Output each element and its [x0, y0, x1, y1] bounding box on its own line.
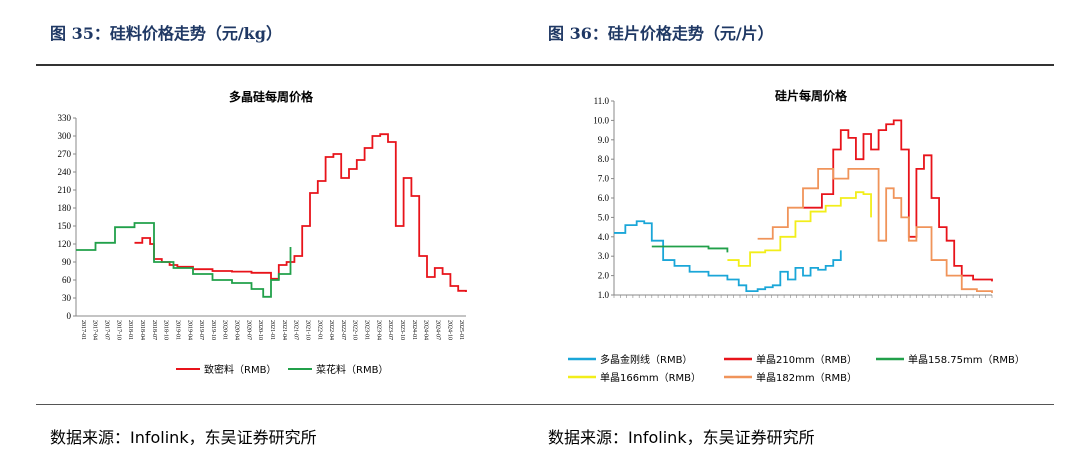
x-tick-label: 2018-10 — [163, 320, 169, 340]
x-tick-label: 2017-01 — [80, 320, 86, 340]
right-figure-title: 图 36：硅片价格走势（元/片） — [548, 24, 774, 43]
y-tick-label: 180 — [58, 203, 72, 213]
x-tick-label: 2018-01 — [127, 320, 133, 340]
legend-label: 单晶158.75mm（RMB） — [908, 354, 1025, 366]
y-tick-label: 270 — [58, 149, 72, 159]
series-line-0 — [134, 133, 467, 292]
x-tick-label: 2022-10 — [352, 320, 358, 340]
series-line-1 — [76, 222, 292, 298]
x-tick-label: 2017-07 — [104, 320, 110, 340]
x-tick-label: 2019-01 — [174, 320, 180, 340]
series-line-0 — [614, 220, 842, 293]
y-tick-label: 120 — [58, 239, 72, 249]
legend-label: 菜花料（RMB） — [316, 363, 388, 376]
x-tick-label: 2021-01 — [269, 320, 275, 340]
y-tick-label: 330 — [58, 113, 72, 123]
right-chart: 硅片每周价格 1.0 2.0 3.0 4.0 5.0 6.0 7.0 8.0 9.0 10.0 11.… — [568, 88, 1025, 384]
x-tick-label: 2022-07 — [340, 320, 346, 340]
x-tick-label: 2017-04 — [92, 320, 98, 340]
right-bottom-rule — [534, 404, 1054, 405]
x-tick-label: 2021-10 — [304, 320, 310, 340]
left-source-text: 数据来源：Infolink，东吴证券研究所 — [50, 428, 317, 447]
legend-label: 致密料（RMB） — [204, 363, 276, 376]
x-tick-label: 2020-04 — [234, 320, 240, 340]
x-tick-label: 2018-04 — [139, 320, 145, 340]
series-line-2 — [651, 245, 729, 253]
y-tick-label: 300 — [58, 131, 72, 141]
left-top-rule — [36, 64, 556, 66]
y-tick-label: 30 — [62, 293, 72, 303]
right-figure-panel: 图 36：硅片价格走势（元/片） 硅片每周价格 1.0 2.0 3.0 4.0 5.0 6.… — [534, 0, 1054, 456]
x-tick-label: 2023-10 — [399, 320, 405, 340]
y-tick-label: 1.0 — [598, 290, 610, 300]
y-tick-label: 6.0 — [598, 193, 610, 203]
y-tick-label: 11.0 — [594, 96, 610, 106]
x-tick-label: 2024-01 — [411, 320, 417, 340]
x-tick-label: 2024-07 — [434, 320, 440, 340]
y-tick-label: 8.0 — [598, 154, 610, 164]
y-tick-label: 0 — [67, 311, 72, 321]
x-tick-label: 2020-01 — [222, 320, 228, 340]
left-bottom-rule — [36, 404, 556, 405]
y-tick-label: 2.0 — [598, 271, 610, 281]
series-line-3 — [727, 191, 872, 267]
x-tick-label: 2020-10 — [257, 320, 263, 340]
y-tick-label: 10.0 — [593, 115, 609, 125]
y-tick-label: 150 — [58, 221, 72, 231]
legend-label: 单晶182mm（RMB） — [756, 372, 857, 384]
x-tick-label: 2020-07 — [245, 320, 251, 340]
x-tick-label: 2025-01 — [458, 320, 464, 340]
x-tick-label: 2017-10 — [115, 320, 121, 340]
right-source-text: 数据来源：Infolink，东吴证券研究所 — [548, 428, 815, 447]
y-tick-label: 7.0 — [598, 174, 610, 184]
x-tick-label: 2024-10 — [446, 320, 452, 340]
x-tick-label: 2021-07 — [293, 320, 299, 340]
x-tick-label: 2021-04 — [281, 320, 287, 340]
y-tick-label: 9.0 — [598, 135, 610, 145]
series-line-4 — [757, 168, 993, 294]
x-tick-label: 2023-04 — [375, 320, 381, 340]
legend-label: 多晶金刚线（RMB） — [600, 353, 692, 366]
x-tick-label: 2024-04 — [423, 320, 429, 340]
x-tick-label: 2022-04 — [328, 320, 334, 340]
y-tick-label: 240 — [58, 167, 72, 177]
series-line-1 — [803, 119, 993, 282]
y-tick-label: 4.0 — [598, 232, 610, 242]
y-tick-label: 3.0 — [598, 251, 610, 261]
x-tick-label: 2023-01 — [364, 320, 370, 340]
left-chart: 多晶硅每周价格 0 30 60 90 120 150 180 210 240 270 300 330 20… — [58, 89, 467, 376]
y-tick-label: 60 — [62, 275, 72, 285]
x-tick-label: 2022-01 — [316, 320, 322, 340]
chart-title: 硅片每周价格 — [775, 88, 848, 103]
left-figure-panel: 图 35：硅料价格走势（元/kg） 多晶硅每周价格 0 30 60 90 120 150 18… — [36, 0, 556, 456]
x-tick-label: 2019-07 — [198, 320, 204, 340]
left-figure-title: 图 35：硅料价格走势（元/kg） — [50, 24, 282, 43]
x-tick-label: 2019-04 — [186, 320, 192, 340]
y-tick-label: 90 — [62, 257, 72, 267]
legend-label: 单晶166mm（RMB） — [600, 372, 701, 384]
x-tick-label: 2018-07 — [151, 320, 157, 340]
legend-label: 单晶210mm（RMB） — [756, 354, 857, 366]
y-tick-label: 5.0 — [598, 212, 610, 222]
x-tick-label: 2019-10 — [210, 320, 216, 340]
right-top-rule — [534, 64, 1054, 66]
x-tick-label: 2023-07 — [387, 320, 393, 340]
y-tick-label: 210 — [58, 185, 72, 195]
chart-title: 多晶硅每周价格 — [229, 89, 314, 104]
